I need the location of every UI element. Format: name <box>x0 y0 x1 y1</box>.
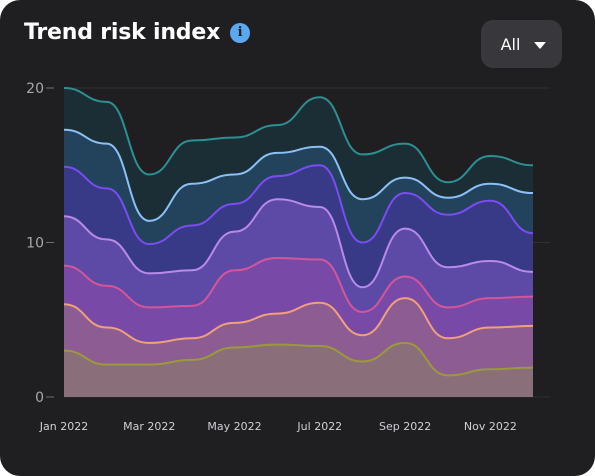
line-series-7 <box>63 87 534 184</box>
area-layer <box>64 88 533 397</box>
title-row: Trend risk index i <box>24 20 251 45</box>
line-series-4 <box>63 198 534 289</box>
x-tick-label: Sep 2022 <box>379 420 431 433</box>
y-tick-label: 0 <box>35 390 44 406</box>
chart-title: Trend risk index <box>24 20 221 45</box>
y-tick-label: 20 <box>26 81 44 97</box>
y-tick-label: 10 <box>26 236 44 252</box>
x-tick-label: Nov 2022 <box>464 420 517 433</box>
info-icon[interactable]: i <box>230 22 251 43</box>
filter-dropdown[interactable]: All <box>481 20 562 68</box>
area-series-1 <box>64 342 533 397</box>
line-series-5 <box>63 164 534 246</box>
x-tick-label: Mar 2022 <box>123 420 175 433</box>
x-tick-label: Jul 2022 <box>296 420 342 433</box>
line-series-2 <box>63 297 534 344</box>
filter-value: All <box>500 34 521 54</box>
chevron-down-icon <box>534 41 547 49</box>
line-series-6 <box>63 128 534 222</box>
x-tick-label: May 2022 <box>207 420 261 433</box>
line-series-3 <box>63 256 534 314</box>
x-tick-label: Jan 2022 <box>39 420 88 433</box>
line-layer <box>63 87 534 377</box>
axis-layer: 0 10 20 Jan 2022 Mar 2022 May 2022 Jul 2022 Sep… <box>26 81 517 433</box>
line-series-1 <box>63 341 534 377</box>
